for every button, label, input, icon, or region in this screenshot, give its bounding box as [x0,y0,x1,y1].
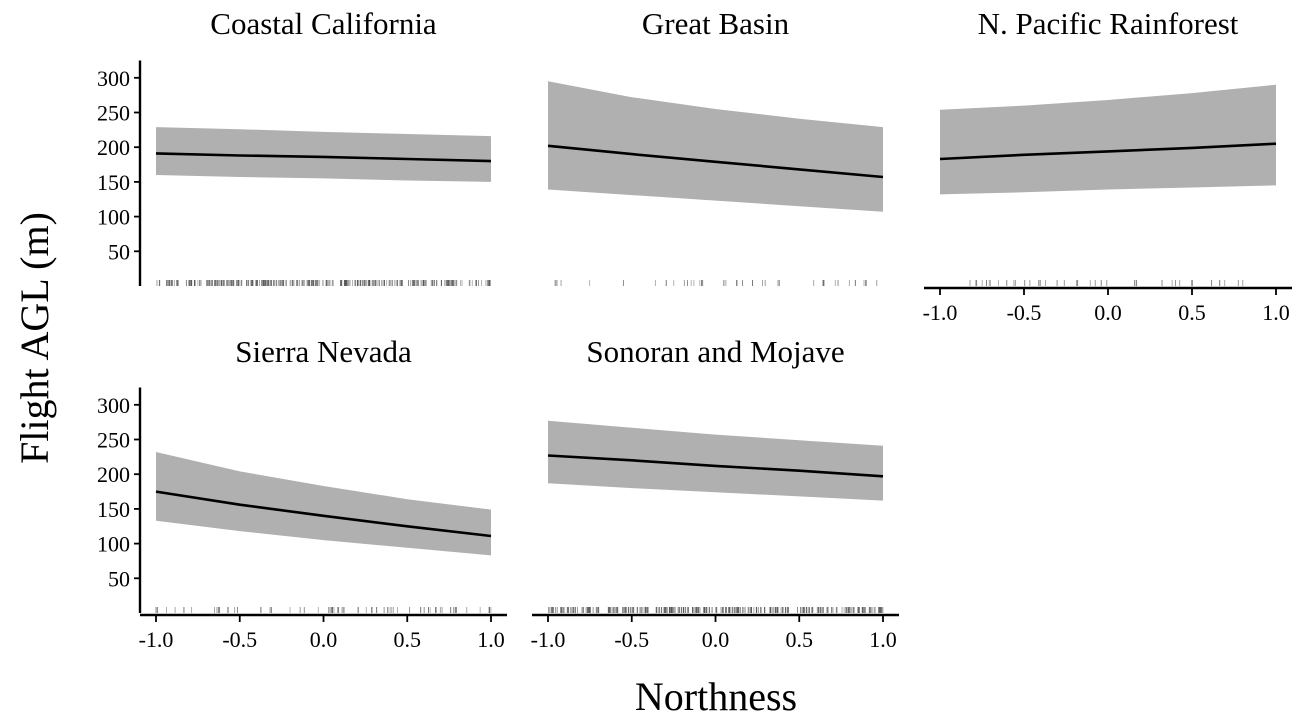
confidence-band [548,420,883,501]
panel-2: Great Basin [547,6,884,286]
confidence-band [156,452,491,556]
x-tick-label: 1.0 [869,627,897,652]
fit-line [547,144,884,179]
x-tick-label: 1.0 [477,627,505,652]
panel-title: Great Basin [642,6,790,41]
y-tick-label: 200 [97,462,130,487]
x-tick-label: -1.0 [139,627,174,652]
x-tick-label: -1.0 [531,627,566,652]
panel-4: Sierra Nevada 50 100 150 200 250 300 -1.0 -0.5 0.… [97,334,507,652]
x-tick-label: -0.5 [222,627,257,652]
y-tick-label: 250 [97,101,130,126]
rug [554,280,878,286]
y-tick-label: 150 [97,170,130,195]
x-tick-label: -0.5 [614,627,649,652]
x-tick-label: 0.5 [394,627,422,652]
x-tick-label: -1.0 [923,300,958,325]
panel-3: N. Pacific Rainforest -1.0 -0.5 0.0 0.5 1.0 [923,6,1292,325]
fit-line [155,490,492,538]
fit-line [547,454,884,478]
rug [156,280,491,286]
y-axis-label: Flight AGL (m) [12,212,57,464]
panel-title: Coastal California [210,6,437,41]
rug [155,607,492,613]
confidence-band [156,127,491,182]
confidence-band [548,81,883,212]
y-tick-label: 50 [108,566,130,591]
confidence-band [940,84,1276,195]
panels: Coastal California 50 100 150 200 250 300 Great… [97,6,1292,652]
x-tick-label: 0.0 [702,627,730,652]
x-axis-label: Northness [635,674,797,719]
y-tick-label: 50 [108,239,130,264]
panel-5: Sonoran and Mojave -1.0 -0.5 0.0 0.5 1.0 [531,334,899,652]
fit-line [939,142,1277,161]
panel-title: Sierra Nevada [235,334,412,369]
y-tick-label: 300 [97,393,130,418]
y-tick-label: 300 [97,66,130,91]
y-tick-label: 250 [97,428,130,453]
fit-line [155,152,492,163]
y-tick-label: 200 [97,135,130,160]
x-tick-label: 0.0 [1094,300,1122,325]
panel-1: Coastal California 50 100 150 200 250 300 [97,6,492,286]
rug [548,607,884,613]
rug [969,280,1244,286]
x-tick-label: 0.0 [310,627,338,652]
panel-title: N. Pacific Rainforest [978,6,1239,41]
y-tick-label: 100 [97,205,130,230]
y-tick-label: 100 [97,532,130,557]
x-tick-label: 0.5 [786,627,814,652]
x-tick-label: 1.0 [1262,300,1290,325]
x-tick-label: 0.5 [1178,300,1206,325]
x-tick-label: -0.5 [1007,300,1042,325]
panel-title: Sonoran and Mojave [586,334,844,369]
y-tick-label: 150 [97,497,130,522]
